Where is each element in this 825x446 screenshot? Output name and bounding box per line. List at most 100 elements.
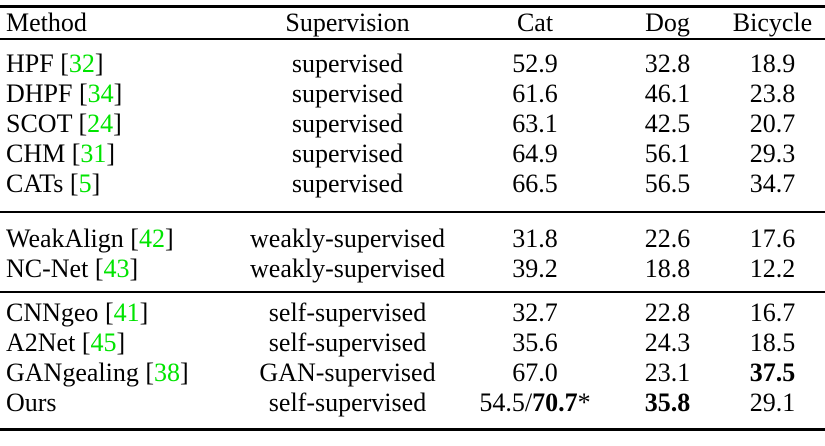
supervision-cell: GAN-supervised xyxy=(259,358,436,387)
method-cell: A2Net [45] xyxy=(6,328,126,357)
table-row-scot: SCOT [24] supervised 63.1 42.5 20.7 xyxy=(0,109,825,139)
score-value: 46.1 xyxy=(644,79,691,108)
cat-score-cell: 52.9 xyxy=(455,49,615,79)
supervision-cell: self-supervised xyxy=(268,298,427,327)
method-name: SCOT xyxy=(6,109,72,138)
score-value: 35.6 xyxy=(512,328,558,357)
score-value: 42.5 xyxy=(644,109,691,138)
supervision-cell: weakly-supervised xyxy=(250,254,445,283)
cat-score-cell: 54.5/70.7* xyxy=(455,388,615,418)
citation-link[interactable]: 5 xyxy=(78,169,92,198)
score-value: 18.9 xyxy=(749,49,796,78)
method-name: NC-Net xyxy=(6,254,89,283)
cat-score-cell: 63.1 xyxy=(455,109,615,139)
method-name: A2Net xyxy=(6,328,76,357)
method-name: DHPF xyxy=(6,79,73,108)
cat-score-cell: 61.6 xyxy=(455,79,615,109)
bicycle-score-cell: 16.7 xyxy=(720,298,825,328)
bicycle-score-cell: 37.5 xyxy=(720,358,825,388)
bicycle-score-cell: 29.1 xyxy=(720,388,825,418)
method-name: CHM xyxy=(6,139,66,168)
table-row-a2net: A2Net [45] self-supervised 35.6 24.3 18.5 xyxy=(0,328,825,358)
score-value: 64.9 xyxy=(512,139,558,168)
cat-score-cell: 32.7 xyxy=(455,298,615,328)
cat-score-cell: 64.9 xyxy=(455,139,615,169)
citation-link[interactable]: 38 xyxy=(154,358,181,387)
method-cell: NC-Net [43] xyxy=(6,254,139,283)
method-cell: CNNgeo [41] xyxy=(6,298,149,327)
score-value: 12.2 xyxy=(749,254,796,283)
col-header-cat: Cat xyxy=(516,8,554,37)
table-body: HPF [32] supervised 52.9 32.8 18.9 DHPF [34] s… xyxy=(0,40,825,428)
table-row-hpf: HPF [32] supervised 52.9 32.8 18.9 xyxy=(0,49,825,79)
col-header-bicycle: Bicycle xyxy=(732,8,813,37)
score-value: 34.7 xyxy=(749,169,796,198)
citation-link[interactable]: 34 xyxy=(87,79,114,108)
cat-score-cell: 39.2 xyxy=(455,254,615,284)
dog-score-cell: 35.8 xyxy=(615,388,720,418)
bicycle-score-cell: 20.7 xyxy=(720,109,825,139)
score-value: 22.6 xyxy=(644,224,691,253)
col-header-method: Method xyxy=(6,8,87,37)
table-header-row: Method Supervision Cat Dog Bicycle xyxy=(0,8,825,40)
method-cell: CATs [5] xyxy=(6,169,101,198)
citation-link[interactable]: 43 xyxy=(103,254,130,283)
supervision-cell: weakly-supervised xyxy=(250,224,445,253)
group-supervised-methods: HPF [32] supervised 52.9 32.8 18.9 DHPF [34] s… xyxy=(0,40,825,213)
supervision-cell: supervised xyxy=(291,79,404,108)
table-row-cnngeo: CNNgeo [41] self-supervised 32.7 22.8 16.7 xyxy=(0,298,825,328)
score-value: 52.9 xyxy=(512,49,558,78)
table-row-gangealing: GANgealing [38] GAN-supervised 67.0 23.1 37.… xyxy=(0,358,825,388)
citation-link[interactable]: 24 xyxy=(87,109,114,138)
group-weakly-supervised-methods: WeakAlign [42] weakly-supervised 31.8 22.6 1… xyxy=(0,213,825,293)
dog-score-cell: 56.5 xyxy=(615,169,720,199)
supervision-cell: supervised xyxy=(291,109,404,138)
col-header-dog: Dog xyxy=(645,8,690,37)
citation-link[interactable]: 45 xyxy=(90,328,117,357)
score-value: 67.0 xyxy=(512,358,558,387)
dog-score-cell: 42.5 xyxy=(615,109,720,139)
method-cell: DHPF [34] xyxy=(6,79,123,108)
method-name: Ours xyxy=(6,388,57,417)
dog-score-cell: 24.3 xyxy=(615,328,720,358)
method-name: CATs xyxy=(6,169,64,198)
score-value: 66.5 xyxy=(512,169,558,198)
score-value: 56.1 xyxy=(644,139,691,168)
col-header-supervision: Supervision xyxy=(285,8,410,37)
method-cell: SCOT [24] xyxy=(6,109,122,138)
method-cell: Ours xyxy=(0,388,240,418)
citation-link[interactable]: 31 xyxy=(80,139,107,168)
score-value: 56.5 xyxy=(644,169,691,198)
dog-score-cell: 18.8 xyxy=(615,254,720,284)
score-value: 31.8 xyxy=(512,224,558,253)
dog-score-cell: 56.1 xyxy=(615,139,720,169)
score-value: * xyxy=(577,388,591,417)
score-value: 61.6 xyxy=(512,79,558,108)
table-row-cats: CATs [5] supervised 66.5 56.5 34.7 xyxy=(0,169,825,199)
supervision-cell: supervised xyxy=(291,139,404,168)
bicycle-score-cell: 12.2 xyxy=(720,254,825,284)
score-value-bold: 37.5 xyxy=(749,358,796,387)
citation-link[interactable]: 42 xyxy=(138,224,165,253)
method-name: HPF xyxy=(6,49,54,78)
bicycle-score-cell: 18.9 xyxy=(720,49,825,79)
table-row-nc-net: NC-Net [43] weakly-supervised 39.2 18.8 12.2 xyxy=(0,254,825,284)
dog-score-cell: 23.1 xyxy=(615,358,720,388)
score-value: 29.3 xyxy=(749,139,796,168)
citation-link[interactable]: 32 xyxy=(68,49,95,78)
method-name: WeakAlign xyxy=(6,224,124,253)
score-value: 24.3 xyxy=(644,328,691,357)
score-value: 23.8 xyxy=(749,79,796,108)
citation-link[interactable]: 41 xyxy=(113,298,140,327)
method-cell: GANgealing [38] xyxy=(6,358,189,387)
score-value-bold: 35.8 xyxy=(644,388,691,417)
dog-score-cell: 22.6 xyxy=(615,224,720,254)
table-row-weakalign: WeakAlign [42] weakly-supervised 31.8 22.6 1… xyxy=(0,224,825,254)
method-name: GANgealing xyxy=(6,358,139,387)
score-value: 17.6 xyxy=(749,224,796,253)
bicycle-score-cell: 17.6 xyxy=(720,224,825,254)
score-value-bold: 70.7 xyxy=(532,388,578,417)
cat-score-cell: 31.8 xyxy=(455,224,615,254)
score-value: 32.8 xyxy=(644,49,691,78)
